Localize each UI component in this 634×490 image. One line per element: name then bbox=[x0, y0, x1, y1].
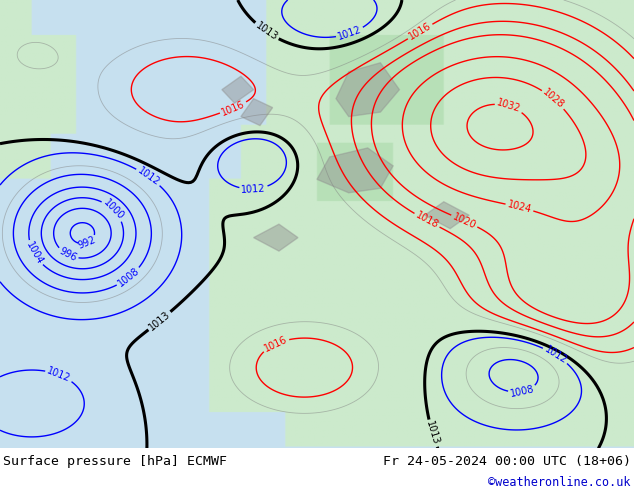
Text: 1012: 1012 bbox=[46, 366, 72, 384]
Text: 1016: 1016 bbox=[262, 334, 289, 354]
Text: 1024: 1024 bbox=[507, 199, 533, 215]
Text: 1013: 1013 bbox=[147, 309, 172, 333]
Polygon shape bbox=[317, 148, 393, 193]
Text: 1012: 1012 bbox=[241, 183, 266, 195]
Text: 1016: 1016 bbox=[407, 21, 433, 42]
Polygon shape bbox=[254, 224, 298, 251]
Text: ©weatheronline.co.uk: ©weatheronline.co.uk bbox=[488, 476, 631, 489]
Text: 1013: 1013 bbox=[254, 21, 280, 43]
Text: 992: 992 bbox=[77, 235, 98, 251]
Text: 996: 996 bbox=[58, 246, 79, 263]
Polygon shape bbox=[336, 63, 399, 117]
Text: Fr 24-05-2024 00:00 UTC (18+06): Fr 24-05-2024 00:00 UTC (18+06) bbox=[383, 455, 631, 468]
Text: 1012: 1012 bbox=[136, 166, 162, 188]
Text: 1018: 1018 bbox=[414, 210, 440, 231]
Text: 1008: 1008 bbox=[116, 266, 141, 289]
Text: 1013: 1013 bbox=[424, 420, 441, 446]
Text: 1000: 1000 bbox=[101, 198, 126, 222]
Text: 1004: 1004 bbox=[24, 240, 44, 267]
Polygon shape bbox=[222, 76, 254, 103]
Text: 1028: 1028 bbox=[541, 87, 566, 111]
Text: 1012: 1012 bbox=[337, 24, 363, 42]
Text: 1008: 1008 bbox=[509, 384, 535, 399]
Text: 1020: 1020 bbox=[451, 211, 477, 230]
Text: 1032: 1032 bbox=[496, 98, 522, 115]
Text: 1012: 1012 bbox=[543, 344, 569, 366]
Text: Surface pressure [hPa] ECMWF: Surface pressure [hPa] ECMWF bbox=[3, 455, 227, 468]
Polygon shape bbox=[241, 98, 273, 125]
Text: 1016: 1016 bbox=[220, 98, 247, 117]
Polygon shape bbox=[425, 202, 469, 229]
